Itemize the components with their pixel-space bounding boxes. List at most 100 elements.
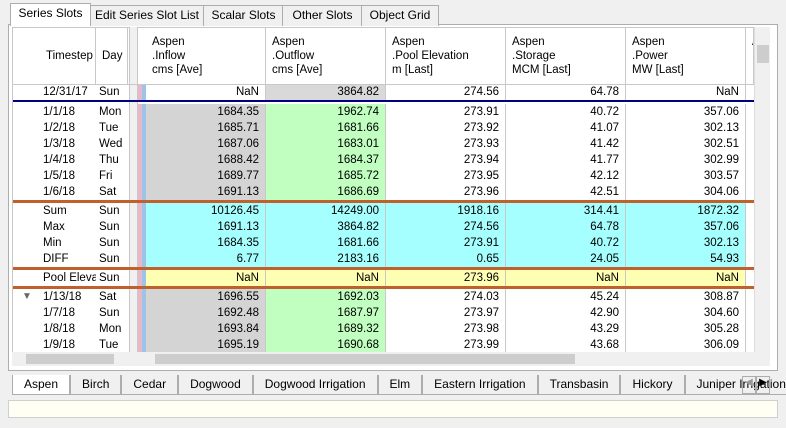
column-header: Day <box>96 27 128 84</box>
row-strip <box>142 305 146 321</box>
value-cell: 24.05 <box>506 251 626 267</box>
value-cell: 41.07 <box>506 120 626 136</box>
row-strip <box>142 84 146 100</box>
value-cell: 302.51 <box>626 136 746 152</box>
day-cell: Tue <box>99 339 119 351</box>
row-strip <box>138 203 142 219</box>
value-cell: 1685.72 <box>266 168 386 184</box>
row-strip <box>138 337 142 352</box>
horizontal-scrollbar[interactable] <box>137 352 754 366</box>
header-line: Aspen <box>392 36 425 48</box>
object-tab[interactable]: Aspen <box>12 375 71 395</box>
value-cell: 64.78 <box>506 219 626 235</box>
splitter[interactable] <box>130 27 137 366</box>
row-strip <box>138 120 142 136</box>
value-cell: 273.95 <box>386 168 506 184</box>
status-bar <box>8 400 778 418</box>
header-line: .Pool Elevation <box>392 50 469 62</box>
value-cell: 302.13 <box>626 235 746 251</box>
tab[interactable]: Other Slots <box>282 5 363 26</box>
day-cell: Sun <box>99 307 120 319</box>
tab[interactable]: Edit Series Slot List <box>89 5 205 26</box>
value-cell: 303.57 <box>626 168 746 184</box>
value-cell: 1692.03 <box>266 289 386 305</box>
timestep-cell: 1/9/18 <box>43 339 75 351</box>
value-cell: 308.87 <box>626 289 746 305</box>
value-cell: 10126.45 <box>146 203 266 219</box>
value-cell: 273.93 <box>386 136 506 152</box>
separator-line <box>13 100 754 102</box>
tab[interactable]: Object Grid <box>361 5 439 26</box>
header-line: cms [Ave] <box>152 64 203 76</box>
value-cell: 42.90 <box>506 305 626 321</box>
left-scrollbar[interactable] <box>12 352 130 366</box>
tab[interactable]: Series Slots <box>10 3 91 26</box>
header-line: .Storage <box>512 50 556 62</box>
object-tab[interactable]: Cedar <box>121 375 179 395</box>
day-cell: Sat <box>99 291 117 303</box>
value-cell: 1685.71 <box>146 120 266 136</box>
value-cell: 304.06 <box>626 184 746 200</box>
value-cell: 314.41 <box>506 203 626 219</box>
value-cell: 1872.32 <box>626 203 746 219</box>
day-cell: Mon <box>99 106 122 118</box>
day-cell: Sun <box>99 205 120 217</box>
value-cell: 305.28 <box>626 321 746 337</box>
object-tab[interactable]: Elm <box>377 375 423 395</box>
object-tab[interactable]: Dogwood Irrigation <box>252 375 378 395</box>
tab[interactable]: Scalar Slots <box>203 5 284 26</box>
value-cell: 1681.66 <box>266 120 386 136</box>
value-cell: 273.98 <box>386 321 506 337</box>
scroll-thumb[interactable] <box>26 354 114 364</box>
value-cell: 3864.82 <box>266 219 386 235</box>
value-cell: 273.91 <box>386 235 506 251</box>
object-tab[interactable]: Birch <box>70 375 122 395</box>
value-cell: 1962.74 <box>266 104 386 120</box>
header-line: cms [Ave] <box>272 64 323 76</box>
scroll-thumb[interactable] <box>155 354 575 364</box>
timestep-cell: DIFF <box>43 253 69 265</box>
row-strip <box>138 219 142 235</box>
object-tab[interactable]: Hickory <box>620 375 685 395</box>
value-cell: 42.51 <box>506 184 626 200</box>
object-tab[interactable]: Juniper Irrigation <box>684 375 786 395</box>
separator-line <box>13 267 754 270</box>
header-line: A <box>752 35 753 49</box>
value-cell: 1692.48 <box>146 305 266 321</box>
vertical-scrollbar[interactable] <box>754 27 770 352</box>
object-tab[interactable]: Transbasin <box>537 375 621 395</box>
object-tab[interactable]: Eastern Irrigation <box>422 375 538 395</box>
row-strip <box>142 168 146 184</box>
value-cell: 45.24 <box>506 289 626 305</box>
tab-scroll-left[interactable]: ◀ <box>742 376 756 394</box>
tab-scroll-right[interactable]: ▶ <box>756 376 770 394</box>
row-strip <box>142 289 146 305</box>
row-strip <box>142 219 146 235</box>
timestep-cell: Pool Elevat <box>43 272 96 284</box>
header-line: MW [Last] <box>632 64 684 76</box>
timestep-cell: 1/4/18 <box>43 154 75 166</box>
object-tab[interactable]: Dogwood <box>178 375 253 395</box>
value-cell: 1684.35 <box>146 104 266 120</box>
value-cell: 42.12 <box>506 168 626 184</box>
column-header: A. <box>746 27 754 84</box>
value-cell: 41.77 <box>506 152 626 168</box>
timestep-cell: 1/6/18 <box>43 186 75 198</box>
header-line: .Inflow <box>152 50 186 62</box>
value-cell: NaN <box>266 270 386 286</box>
value-cell: 273.92 <box>386 120 506 136</box>
timestep-cell: 1/13/18 <box>43 291 82 303</box>
day-cell: Mon <box>99 323 122 335</box>
scroll-thumb[interactable] <box>757 45 769 63</box>
row-strip <box>138 104 142 120</box>
day-cell: Wed <box>99 138 123 150</box>
timestep-cell: Max <box>43 221 65 233</box>
value-cell: 304.60 <box>626 305 746 321</box>
row-strip <box>142 203 146 219</box>
value-cell: 40.72 <box>506 235 626 251</box>
value-cell: 54.93 <box>626 251 746 267</box>
header-line: MCM [Last] <box>512 64 571 76</box>
header-line: Aspen <box>272 36 305 48</box>
